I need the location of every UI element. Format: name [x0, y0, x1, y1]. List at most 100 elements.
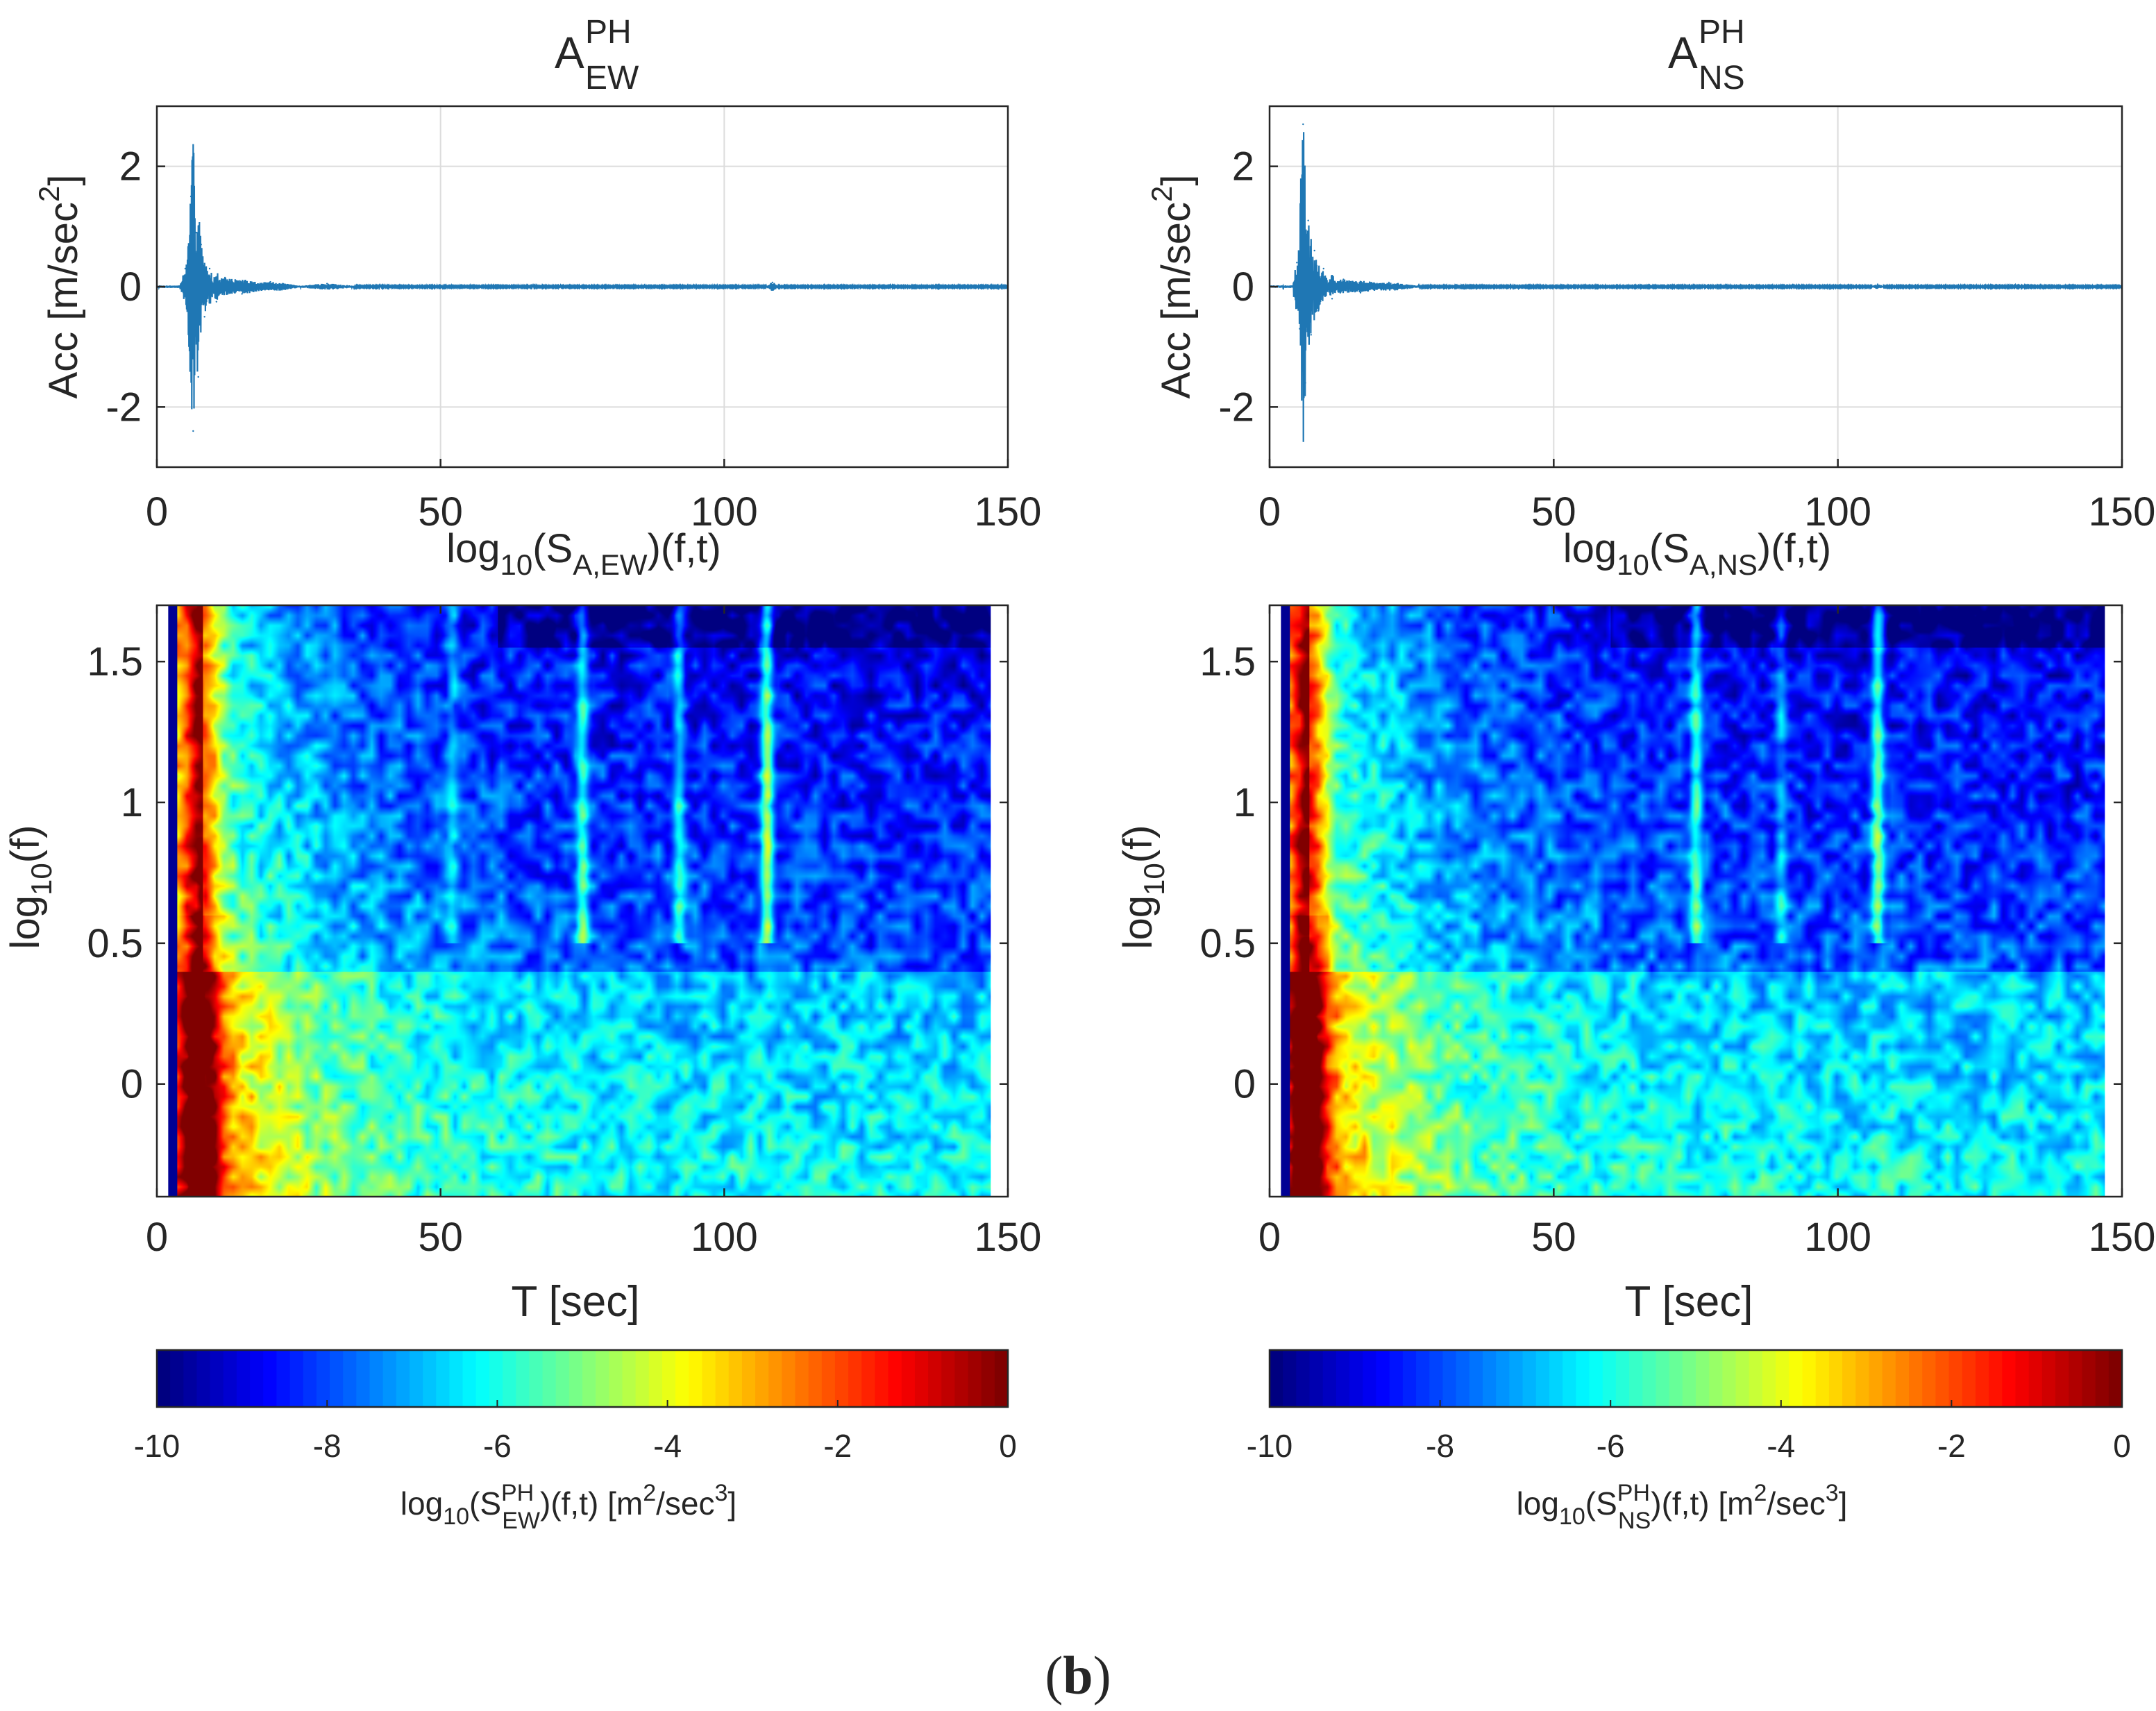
x-tick-label: 50 — [418, 1215, 463, 1260]
colorbar-swatch — [1762, 1350, 1777, 1407]
colorbar-swatch — [1270, 1350, 1284, 1407]
colorbar-swatch — [569, 1350, 583, 1407]
y-tick-label: 0.5 — [1199, 921, 1256, 966]
title-base: A — [555, 28, 584, 78]
colorbar-swatch — [1363, 1350, 1377, 1407]
colorbar-swatch — [1722, 1350, 1737, 1407]
caption-close: ) — [1093, 1645, 1111, 1705]
colorbar-tick-label: -10 — [1247, 1428, 1292, 1464]
title-subscript: EW — [585, 60, 639, 96]
y-label-end: ] — [1154, 174, 1199, 185]
colorbar-swatch — [1935, 1350, 1950, 1407]
y-tick-label: 2 — [1232, 144, 1254, 189]
peak-point — [1307, 219, 1309, 221]
x-tick-label: 0 — [1258, 489, 1281, 534]
colorbar-swatch — [1828, 1350, 1844, 1407]
colorbar-swatch — [1496, 1350, 1510, 1407]
colorbar-swatch — [1975, 1350, 1990, 1407]
title-base: A — [1668, 28, 1698, 78]
colorbar-swatch — [396, 1350, 410, 1407]
title-mid: (S — [532, 526, 573, 571]
colorbar-swatch — [1709, 1350, 1724, 1407]
peak-point — [190, 195, 192, 198]
peak-point — [1317, 310, 1320, 312]
colorbar-swatch — [516, 1350, 530, 1407]
colorbar-swatch — [542, 1350, 557, 1407]
colorbar-swatch — [1402, 1350, 1417, 1407]
x-tick-label: 0 — [146, 1215, 168, 1260]
colorbar-swatch — [635, 1350, 650, 1407]
y-tick-label: 1 — [1233, 780, 1256, 825]
colorbar-tick-label: -10 — [134, 1428, 180, 1464]
colorbar-swatch — [755, 1350, 770, 1407]
x-tick-label: 0 — [1258, 1215, 1281, 1260]
colorbar-swatch — [875, 1350, 889, 1407]
colorbar-swatch — [888, 1350, 902, 1407]
colorbar-swatch — [1869, 1350, 1883, 1407]
y-tick-label: 1.5 — [87, 639, 143, 684]
colorbar-tick-label: -4 — [653, 1428, 682, 1464]
cbar-end: ] — [727, 1485, 736, 1522]
ew-colorbar: -10 -8 -6 -4 -2 0 log10(SPH EW)(f,t) [m2/sec3] — [134, 1349, 1017, 1534]
peak-point — [1331, 298, 1333, 300]
colorbar-swatch — [1469, 1350, 1483, 1407]
ns-colorbar: -10 -8 -6 -4 -2 0 log10(SPH NS)(f,t) [m2/sec3] — [1247, 1349, 2131, 1534]
colorbar-swatch — [475, 1350, 490, 1407]
colorbar-swatch — [1922, 1350, 1937, 1407]
colorbar-swatch — [808, 1350, 823, 1407]
spectrogram-image — [168, 605, 991, 1197]
colorbar-swatch — [582, 1350, 597, 1407]
y-tick-label: 0 — [121, 1062, 143, 1107]
cbar-end: ] — [1839, 1485, 1848, 1522]
y-label-main: Acc [m/sec — [41, 202, 86, 399]
peak-point — [1359, 292, 1362, 294]
colorbar-tick-label: -4 — [1767, 1428, 1795, 1464]
colorbar-swatch — [263, 1350, 278, 1407]
colorbar-swatch — [702, 1350, 716, 1407]
y-label-sub: 10 — [1138, 863, 1170, 895]
colorbar-swatch — [1442, 1350, 1457, 1407]
x-tick-label: 100 — [691, 1215, 758, 1260]
colorbar-swatch — [609, 1350, 623, 1407]
axes-frame — [1268, 604, 2123, 1198]
title-post: )(f,t) — [1758, 526, 1831, 571]
colorbar-swatch — [1749, 1350, 1763, 1407]
y-tick-label: -2 — [1218, 385, 1254, 430]
colorbar-swatch — [1349, 1350, 1364, 1407]
colorbar-tick-label: -8 — [313, 1428, 342, 1464]
colorbar-swatch — [1682, 1350, 1696, 1407]
y-label-end: (f) — [3, 825, 48, 863]
y-label-main: log — [1115, 895, 1161, 949]
x-tick-label: 150 — [975, 1215, 1042, 1260]
colorbar-swatch — [1336, 1350, 1351, 1407]
cbar-sup2: 2 — [1753, 1480, 1767, 1506]
figure-caption: (b) — [1045, 1645, 1111, 1705]
colorbar-swatch — [821, 1350, 836, 1407]
colorbar-swatch — [1855, 1350, 1870, 1407]
colorbar-swatch — [343, 1350, 357, 1407]
title-pre: log — [446, 526, 500, 571]
colorbar-label: log10(SPH EW)(f,t) [m2/sec3] — [401, 1480, 736, 1534]
colorbar-swatch — [1509, 1350, 1524, 1407]
colorbar-swatch — [968, 1350, 982, 1407]
y-label-sup: 2 — [1145, 186, 1178, 202]
peak-point — [1296, 262, 1298, 264]
colorbar-swatch — [1563, 1350, 1577, 1407]
signal-line — [1268, 132, 2123, 442]
colorbar-swatch — [1309, 1350, 1324, 1407]
colorbar-swatch — [356, 1350, 371, 1407]
spectrogram-title: log10(SA,NS)(f,t) — [1563, 526, 1831, 581]
panel-title: A — [555, 28, 584, 78]
x-tick-label: 150 — [2089, 489, 2156, 534]
colorbar-swatch — [715, 1350, 730, 1407]
colorbar-swatch — [768, 1350, 783, 1407]
colorbar-tick-label: -6 — [1597, 1428, 1625, 1464]
colorbar-swatch — [2028, 1350, 2043, 1407]
colorbar-swatch — [741, 1350, 757, 1407]
peak-point — [1388, 281, 1390, 284]
colorbar-swatch — [1656, 1350, 1670, 1407]
colorbar-swatch — [1909, 1350, 1923, 1407]
y-label-end: (f) — [1115, 825, 1161, 863]
colorbar-swatch — [170, 1350, 185, 1407]
